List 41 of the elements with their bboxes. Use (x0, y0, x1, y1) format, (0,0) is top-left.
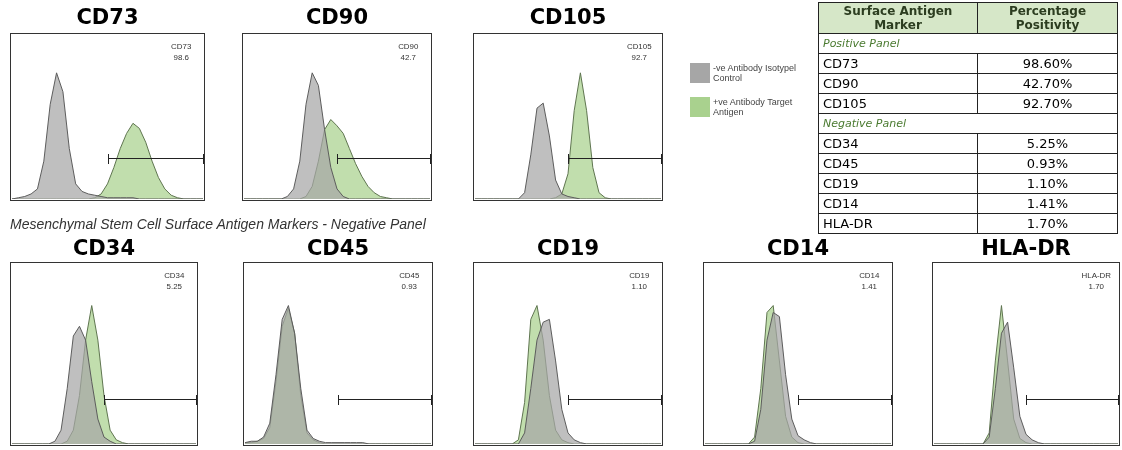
text: HLA-DR (980, 236, 1072, 260)
text: CD45 (305, 236, 371, 260)
text: 0.93% (1026, 156, 1069, 171)
text: 1.41% (1026, 196, 1069, 211)
chart-title: CD19 (629, 271, 650, 281)
chart-title: CD34 (164, 271, 185, 281)
text: CD19 (535, 236, 601, 260)
category-label: CD14 (818, 193, 978, 214)
chart-title: HLA-DR (1081, 271, 1112, 281)
text: Negative Panel (823, 117, 907, 130)
text: Positive Panel (823, 37, 900, 50)
text: 1.10% (1026, 176, 1069, 191)
category-label: CD73 (818, 53, 978, 74)
text: Percentage Positivity (977, 2, 1118, 34)
category-label: CD105 (818, 93, 978, 114)
text: CD14 (765, 236, 831, 260)
text: 42.70% (1022, 76, 1073, 91)
chart-subtitle: Mesenchymal Stem Cell Surface Antigen Markers - Negative Panel (10, 216, 426, 232)
text: CD90 (304, 5, 370, 29)
text: 1.41 (861, 281, 878, 291)
text: Surface Antigen Marker (818, 2, 978, 34)
text: 5.25 (166, 281, 183, 291)
text: 0.93 (401, 281, 418, 291)
text: 1.10 (631, 281, 648, 291)
chart-title: CD45 (399, 271, 420, 281)
category-label: CD45 (818, 153, 978, 174)
text: CD34 (71, 236, 137, 260)
category-label: HLA-DR (818, 213, 978, 234)
legend-label: -ve Antibody Isotypel Control (713, 63, 798, 83)
text: 1.70 (1088, 281, 1105, 291)
chart-title: CD14 (859, 271, 880, 281)
text: 1.70% (1026, 216, 1069, 231)
legend-label: +ve Antibody Target Antigen (713, 97, 794, 117)
text: CD73 (75, 5, 140, 29)
text: 92.70% (1022, 96, 1073, 111)
category-label: CD34 (818, 133, 978, 154)
category-label: CD90 (818, 73, 978, 94)
text: CD105 (528, 5, 608, 29)
text: 98.60% (1022, 56, 1073, 71)
text: 5.25% (1026, 136, 1069, 151)
category-label: CD19 (818, 173, 978, 194)
